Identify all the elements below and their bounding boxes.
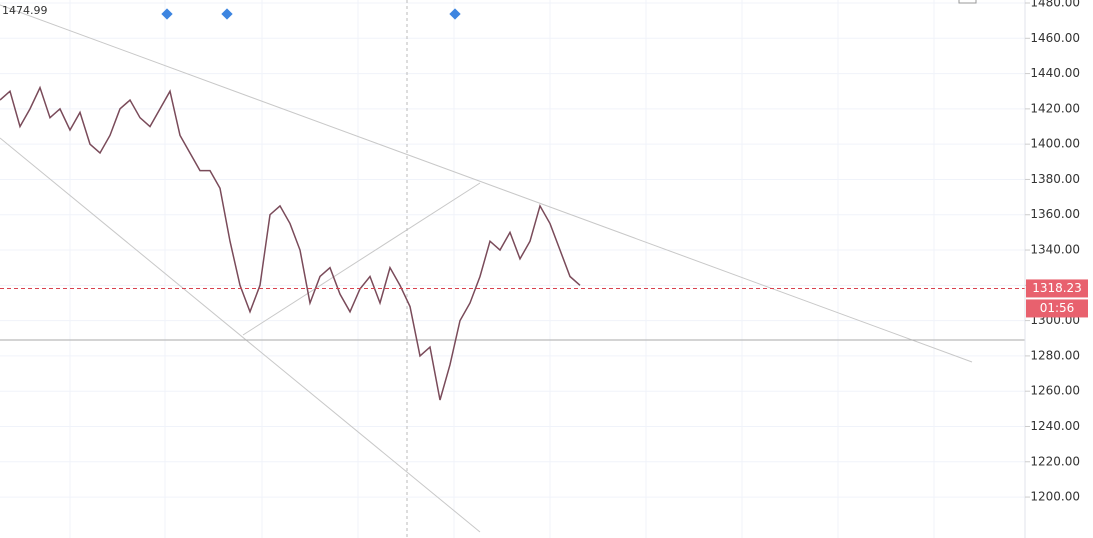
y-tick-label: 1480.00	[1030, 0, 1080, 9]
last-price-box: 1318.23 01:56	[1026, 279, 1088, 318]
y-tick-label: 1220.00	[1030, 454, 1080, 468]
countdown-bg	[1026, 299, 1088, 318]
y-tick-label: 1440.00	[1030, 66, 1080, 80]
control[interactable]	[958, 0, 977, 4]
price-axis: 1200.001220.001240.001260.001280.001300.…	[1025, 0, 1080, 504]
countdown: 01:56	[1040, 301, 1075, 315]
high-label: 1474.99	[2, 4, 48, 17]
y-tick-label: 1200.00	[1030, 490, 1080, 504]
y-tick-label: 1460.00	[1030, 31, 1080, 45]
y-tick-label: 1340.00	[1030, 243, 1080, 257]
drawings	[0, 0, 1025, 538]
last-price-label: 1318.23	[1032, 281, 1082, 295]
series	[0, 85, 581, 401]
y-tick-label: 1420.00	[1030, 101, 1080, 115]
grid	[0, 2, 1025, 498]
y-tick-label: 1240.00	[1030, 419, 1080, 433]
y-tick-label: 1380.00	[1030, 172, 1080, 186]
y-tick-label: 1260.00	[1030, 384, 1080, 398]
y-tick-label: 1360.00	[1030, 207, 1080, 221]
vgrid	[69, 0, 935, 538]
price-line	[0, 85, 581, 401]
y-tick-label: 1400.00	[1030, 137, 1080, 151]
last-price-bg	[1026, 279, 1088, 298]
y-tick-label: 1280.00	[1030, 348, 1080, 362]
